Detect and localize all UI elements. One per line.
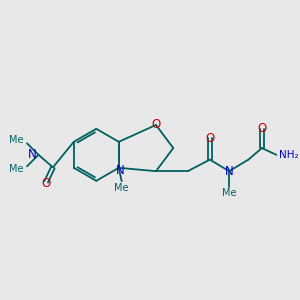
Text: O: O bbox=[42, 177, 51, 190]
Text: N: N bbox=[28, 148, 37, 161]
Text: N: N bbox=[116, 164, 125, 177]
Text: N: N bbox=[225, 165, 233, 178]
Text: NH₂: NH₂ bbox=[279, 150, 299, 160]
Text: O: O bbox=[257, 122, 266, 135]
Text: Me: Me bbox=[9, 164, 23, 174]
Text: Me: Me bbox=[114, 183, 129, 193]
Text: Me: Me bbox=[9, 135, 23, 146]
Text: O: O bbox=[205, 132, 214, 145]
Text: O: O bbox=[151, 118, 160, 131]
Text: Me: Me bbox=[222, 188, 236, 198]
